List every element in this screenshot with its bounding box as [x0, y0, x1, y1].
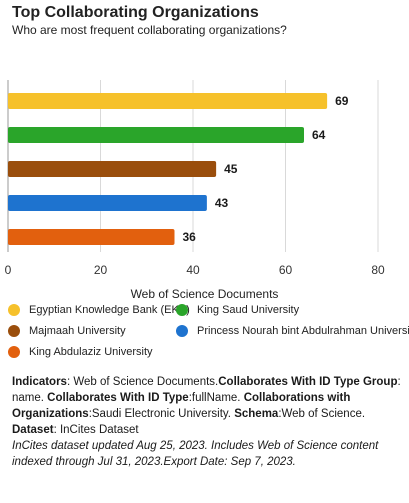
bar-chart: 69 64 45 43 36 0 20 40 60 80	[5, 80, 385, 277]
footer-line-0: Indicators: Web of Science Documents.Col…	[12, 376, 401, 388]
legend-label-3: Princess Nourah bint Abdulrahman Univers…	[197, 325, 409, 337]
footer-line-2: Organizations:Saudi Electronic Universit…	[12, 408, 366, 420]
legend-swatch-1	[176, 304, 188, 316]
legend-label-2: Majmaah University	[29, 325, 126, 337]
value-label-0: 69	[335, 94, 349, 108]
footer-note-0: InCites dataset updated Aug 25, 2023. In…	[12, 440, 379, 452]
chart-subtitle: Who are most frequent collaborating orga…	[12, 23, 287, 37]
x-tick-labels: 0 20 40 60 80	[5, 263, 385, 277]
legend-label-4: King Abdulaziz University	[29, 346, 153, 358]
footer-note-1: indexed through Jul 31, 2023.Export Date…	[12, 456, 296, 468]
x-tick-label-80: 80	[371, 263, 385, 277]
x-tick-label-40: 40	[186, 263, 200, 277]
footer-notes: Indicators: Web of Science Documents.Col…	[12, 374, 402, 470]
legend-item-3[interactable]: Princess Nourah bint Abdulrahman Univers…	[176, 325, 409, 337]
legend-swatch-4	[8, 346, 20, 358]
bar-2[interactable]	[8, 161, 217, 177]
x-tick-label-0: 0	[5, 263, 12, 277]
value-label-1: 64	[312, 128, 326, 142]
x-tick-label-60: 60	[279, 263, 293, 277]
legend-item-1[interactable]: King Saud University	[176, 304, 299, 316]
legend-swatch-0	[8, 304, 20, 316]
legend-item-4[interactable]: King Abdulaziz University	[8, 346, 153, 358]
legend-label-1: King Saud University	[197, 304, 300, 316]
chart-title: Top Collaborating Organizations	[12, 4, 259, 21]
legend-label-0: Egyptian Knowledge Bank (EKB)	[29, 304, 190, 316]
x-tick-label-20: 20	[94, 263, 108, 277]
bar-0[interactable]	[8, 93, 328, 109]
footer-line-1: name. Collaborates With ID Type:fullName…	[12, 392, 351, 404]
bars	[8, 93, 328, 245]
value-label-2: 45	[224, 162, 238, 176]
legend-swatch-2	[8, 325, 20, 337]
footer-line-3: Dataset: InCites Dataset	[12, 424, 139, 436]
bar-1[interactable]	[8, 127, 304, 143]
legend-item-2[interactable]: Majmaah University	[8, 325, 126, 337]
bar-4[interactable]	[8, 229, 175, 245]
x-axis-label: Web of Science Documents	[130, 287, 279, 301]
value-label-3: 43	[215, 196, 229, 210]
bar-3[interactable]	[8, 195, 207, 211]
value-labels: 69 64 45 43 36	[183, 94, 349, 244]
legend-swatch-3	[176, 325, 188, 337]
legend-item-0[interactable]: Egyptian Knowledge Bank (EKB)	[8, 304, 190, 316]
value-label-4: 36	[183, 230, 197, 244]
